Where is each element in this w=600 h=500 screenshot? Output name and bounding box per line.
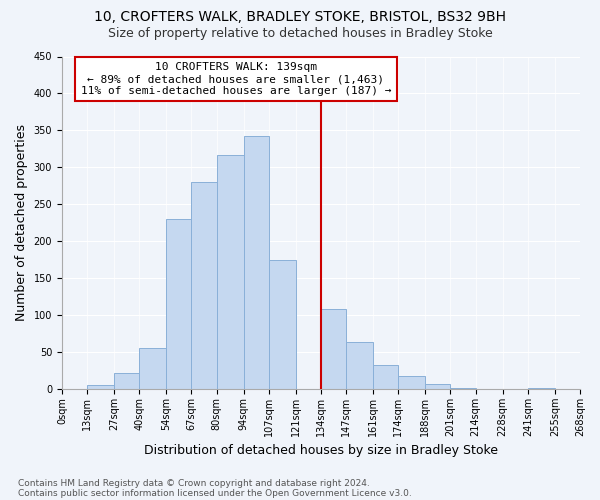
Bar [114, 373, 139, 389]
Bar [451, 388, 476, 389]
Text: 10 CROFTERS WALK: 139sqm
← 89% of detached houses are smaller (1,463)
11% of sem: 10 CROFTERS WALK: 139sqm ← 89% of detach… [80, 62, 391, 96]
Bar [321, 309, 346, 389]
Bar [244, 136, 269, 389]
Text: Size of property relative to detached houses in Bradley Stoke: Size of property relative to detached ho… [107, 28, 493, 40]
Bar [346, 342, 373, 389]
Bar [191, 182, 217, 389]
Bar [217, 155, 244, 389]
Bar [373, 364, 398, 389]
Text: 10, CROFTERS WALK, BRADLEY STOKE, BRISTOL, BS32 9BH: 10, CROFTERS WALK, BRADLEY STOKE, BRISTO… [94, 10, 506, 24]
Bar [425, 384, 451, 389]
Text: Contains HM Land Registry data © Crown copyright and database right 2024.: Contains HM Land Registry data © Crown c… [18, 478, 370, 488]
Bar [398, 376, 425, 389]
Bar [269, 260, 296, 389]
Bar [528, 388, 555, 389]
Bar [166, 219, 191, 389]
Y-axis label: Number of detached properties: Number of detached properties [15, 124, 28, 322]
X-axis label: Distribution of detached houses by size in Bradley Stoke: Distribution of detached houses by size … [144, 444, 498, 458]
Bar [87, 384, 114, 389]
Text: Contains public sector information licensed under the Open Government Licence v3: Contains public sector information licen… [18, 488, 412, 498]
Bar [139, 348, 166, 389]
